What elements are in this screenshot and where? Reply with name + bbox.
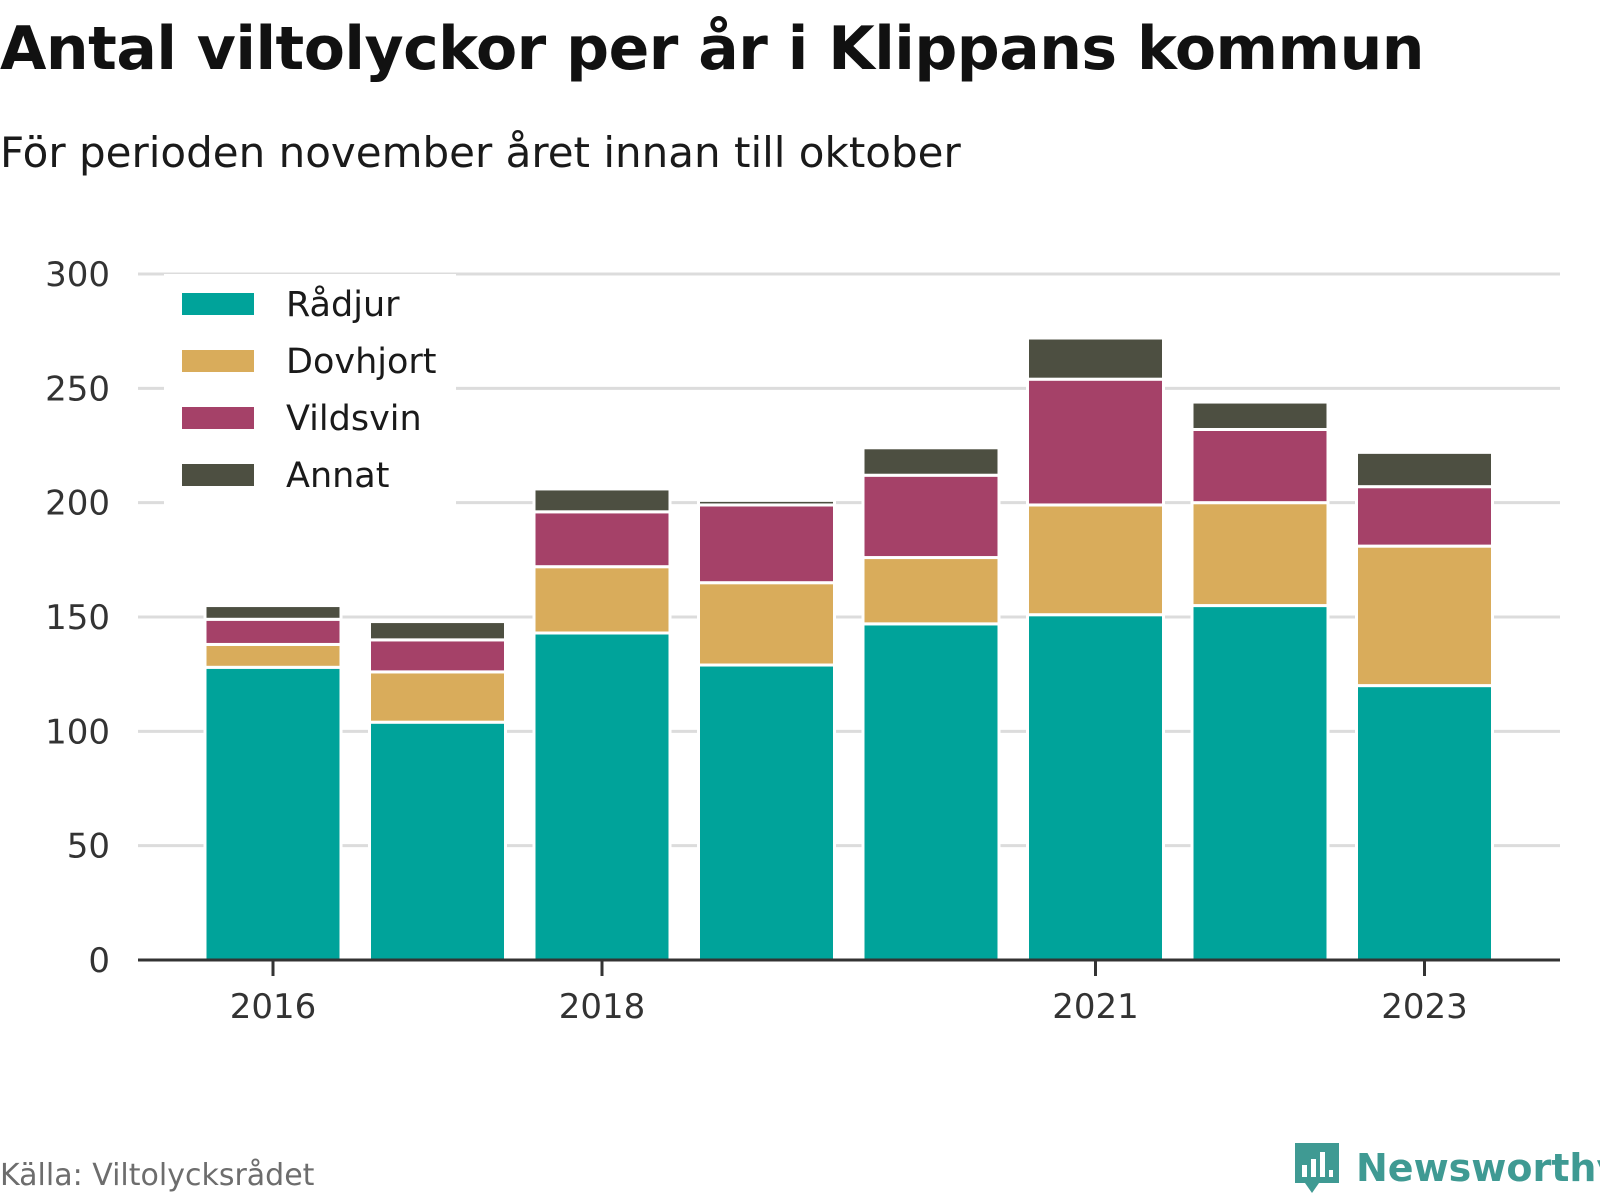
bar-segment-2023-Rådjur bbox=[1355, 684, 1494, 962]
y-tick-label: 0 bbox=[88, 941, 110, 981]
bar-segment-2020-Vildsvin bbox=[861, 473, 1001, 560]
bar-segment-2018-Annat bbox=[532, 487, 672, 514]
x-tick-label: 2018 bbox=[559, 987, 646, 1027]
bar-segment-2022-Dovhjort bbox=[1190, 501, 1330, 608]
bar-segment-2017-Dovhjort bbox=[368, 670, 507, 724]
y-axis-ticks: 0 50 100 150 200 250 300 bbox=[45, 255, 110, 981]
source-note: Källa: Viltolycksrådet bbox=[0, 1158, 315, 1193]
bars bbox=[203, 336, 1494, 962]
bar-segment-2019-Vildsvin bbox=[697, 503, 836, 585]
legend: Rådjur Dovhjort Vildsvin Annat bbox=[164, 274, 456, 506]
x-tick-label: 2021 bbox=[1052, 987, 1139, 1027]
y-tick-label: 100 bbox=[45, 712, 110, 752]
bar-segment-2016-Vildsvin bbox=[203, 617, 343, 646]
bar-segment-2016-Rådjur bbox=[203, 665, 343, 962]
legend-swatch-Rådjur bbox=[182, 293, 254, 315]
legend-label: Dovhjort bbox=[286, 342, 437, 382]
y-tick-label: 50 bbox=[67, 827, 110, 867]
bar-segment-2023-Vildsvin bbox=[1355, 485, 1494, 548]
bar-segment-2019-Dovhjort bbox=[697, 581, 836, 667]
legend-label: Vildsvin bbox=[286, 399, 422, 439]
bar-segment-2017-Vildsvin bbox=[368, 638, 507, 674]
legend-label: Rådjur bbox=[286, 284, 400, 325]
bar-segment-2022-Rådjur bbox=[1190, 604, 1330, 962]
bar-segment-2022-Annat bbox=[1190, 400, 1330, 431]
bar-segment-2023-Dovhjort bbox=[1355, 544, 1494, 688]
bar-segment-2016-Annat bbox=[203, 604, 343, 621]
legend-swatch-Vildsvin bbox=[182, 407, 254, 429]
bar-segment-2019-Annat bbox=[697, 498, 836, 507]
newsworthy-logo-icon bbox=[1295, 1143, 1339, 1193]
bar-segment-2017-Annat bbox=[368, 620, 507, 642]
chart-title: Antal viltolyckor per år i Klippans komm… bbox=[0, 14, 1425, 84]
legend-swatch-Dovhjort bbox=[182, 350, 254, 372]
x-axis: 2016 2018 2021 2023 bbox=[138, 958, 1560, 1027]
bar-segment-2021-Rådjur bbox=[1026, 613, 1165, 962]
bar-segment-2019-Rådjur bbox=[697, 663, 836, 962]
bar-segment-2022-Vildsvin bbox=[1190, 427, 1330, 505]
brand-name: Newsworthy bbox=[1356, 1146, 1600, 1190]
x-tick-label: 2016 bbox=[230, 987, 317, 1027]
chart-subtitle: För perioden november året innan till ok… bbox=[0, 128, 961, 177]
bar-segment-2020-Annat bbox=[861, 446, 1001, 477]
y-tick-label: 150 bbox=[45, 598, 110, 638]
bar-segment-2021-Annat bbox=[1026, 336, 1165, 381]
x-tick-label: 2023 bbox=[1381, 987, 1468, 1027]
bar-segment-2020-Rådjur bbox=[861, 622, 1001, 962]
bar-segment-2023-Annat bbox=[1355, 450, 1494, 489]
y-tick-label: 300 bbox=[45, 255, 110, 295]
bar-segment-2016-Dovhjort bbox=[203, 642, 343, 669]
legend-swatch-Annat bbox=[182, 464, 254, 486]
bar-segment-2021-Dovhjort bbox=[1026, 503, 1165, 617]
bar-segment-2021-Vildsvin bbox=[1026, 377, 1165, 507]
y-tick-label: 200 bbox=[45, 484, 110, 524]
bar-segment-2018-Rådjur bbox=[532, 631, 672, 962]
bar-segment-2018-Vildsvin bbox=[532, 510, 672, 569]
bar-segment-2017-Rådjur bbox=[368, 720, 507, 962]
bar-segment-2018-Dovhjort bbox=[532, 565, 672, 635]
bar-segment-2020-Dovhjort bbox=[861, 556, 1001, 626]
y-tick-label: 250 bbox=[45, 369, 110, 409]
brand-logo: Newsworthy bbox=[1292, 1140, 1600, 1196]
legend-label: Annat bbox=[286, 456, 389, 496]
